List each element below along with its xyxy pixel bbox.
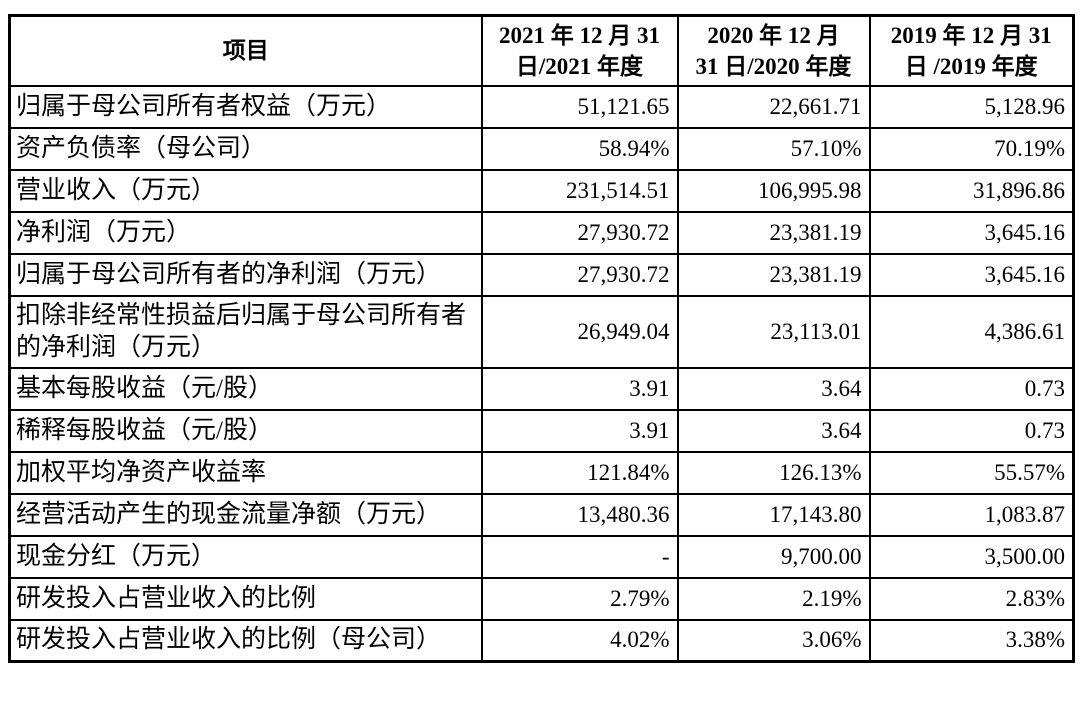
table-row: 扣除非经常性损益后归属于母公司所有者的净利润（万元） 26,949.04 23,… <box>8 294 1075 369</box>
value-2021: - <box>480 534 679 579</box>
table-row: 归属于母公司所有者的净利润（万元） 27,930.72 23,381.19 3,… <box>8 252 1075 297</box>
header-period-2020: 2020 年 12 月 31 日/2020 年度 <box>676 14 871 87</box>
value-2020: 23,381.19 <box>676 210 871 255</box>
table-row: 研发投入占营业收入的比例（母公司） 4.02% 3.06% 3.38% <box>8 618 1075 663</box>
table-row: 现金分红（万元） - 9,700.00 3,500.00 <box>8 534 1075 579</box>
row-label: 归属于母公司所有者权益（万元） <box>8 84 483 129</box>
table-row: 营业收入（万元） 231,514.51 106,995.98 31,896.86 <box>8 168 1075 213</box>
row-label: 现金分红（万元） <box>8 534 483 579</box>
value-2021: 27,930.72 <box>480 210 679 255</box>
value-2021: 3.91 <box>480 408 679 453</box>
table-row: 归属于母公司所有者权益（万元） 51,121.65 22,661.71 5,12… <box>8 84 1075 129</box>
value-2021: 26,949.04 <box>480 294 679 369</box>
value-2020: 3.06% <box>676 618 871 663</box>
value-2019: 3,645.16 <box>868 252 1075 297</box>
row-label: 研发投入占营业收入的比例 <box>8 576 483 621</box>
value-2021: 51,121.65 <box>480 84 679 129</box>
row-label: 归属于母公司所有者的净利润（万元） <box>8 252 483 297</box>
value-2020: 3.64 <box>676 366 871 411</box>
value-2019: 70.19% <box>868 126 1075 171</box>
value-2020: 106,995.98 <box>676 168 871 213</box>
row-label: 加权平均净资产收益率 <box>8 450 483 495</box>
value-2019: 55.57% <box>868 450 1075 495</box>
value-2019: 0.73 <box>868 366 1075 411</box>
value-2020: 22,661.71 <box>676 84 871 129</box>
value-2019: 2.83% <box>868 576 1075 621</box>
value-2021: 121.84% <box>480 450 679 495</box>
table-body: 归属于母公司所有者权益（万元） 51,121.65 22,661.71 5,12… <box>8 84 1075 663</box>
row-label: 稀释每股收益（元/股） <box>8 408 483 453</box>
value-2020: 126.13% <box>676 450 871 495</box>
row-label: 基本每股收益（元/股） <box>8 366 483 411</box>
header-row: 项目 2021 年 12 月 31 日/2021 年度 2020 年 12 月 … <box>8 14 1075 87</box>
table-row: 资产负债率（母公司） 58.94% 57.10% 70.19% <box>8 126 1075 171</box>
value-2019: 3,645.16 <box>868 210 1075 255</box>
header-item: 项目 <box>8 14 483 87</box>
value-2020: 9,700.00 <box>676 534 871 579</box>
header-period-2019: 2019 年 12 月 31 日 /2019 年度 <box>868 14 1075 87</box>
value-2021: 2.79% <box>480 576 679 621</box>
value-2020: 23,381.19 <box>676 252 871 297</box>
row-label: 营业收入（万元） <box>8 168 483 213</box>
value-2019: 3.38% <box>868 618 1075 663</box>
value-2021: 27,930.72 <box>480 252 679 297</box>
value-2019: 1,083.87 <box>868 492 1075 537</box>
value-2019: 5,128.96 <box>868 84 1075 129</box>
header-period-2021: 2021 年 12 月 31 日/2021 年度 <box>480 14 679 87</box>
table-row: 加权平均净资产收益率 121.84% 126.13% 55.57% <box>8 450 1075 495</box>
value-2021: 231,514.51 <box>480 168 679 213</box>
value-2020: 17,143.80 <box>676 492 871 537</box>
row-label: 扣除非经常性损益后归属于母公司所有者的净利润（万元） <box>8 294 483 369</box>
row-label: 研发投入占营业收入的比例（母公司） <box>8 618 483 663</box>
value-2020: 2.19% <box>676 576 871 621</box>
value-2019: 3,500.00 <box>868 534 1075 579</box>
table-row: 稀释每股收益（元/股） 3.91 3.64 0.73 <box>8 408 1075 453</box>
table-row: 研发投入占营业收入的比例 2.79% 2.19% 2.83% <box>8 576 1075 621</box>
value-2020: 3.64 <box>676 408 871 453</box>
value-2020: 23,113.01 <box>676 294 871 369</box>
value-2021: 13,480.36 <box>480 492 679 537</box>
financial-summary-table: 项目 2021 年 12 月 31 日/2021 年度 2020 年 12 月 … <box>8 14 1075 663</box>
table-row: 经营活动产生的现金流量净额（万元） 13,480.36 17,143.80 1,… <box>8 492 1075 537</box>
row-label: 资产负债率（母公司） <box>8 126 483 171</box>
row-label: 净利润（万元） <box>8 210 483 255</box>
value-2020: 57.10% <box>676 126 871 171</box>
table-header: 项目 2021 年 12 月 31 日/2021 年度 2020 年 12 月 … <box>8 14 1075 87</box>
value-2019: 31,896.86 <box>868 168 1075 213</box>
value-2019: 4,386.61 <box>868 294 1075 369</box>
table-row: 净利润（万元） 27,930.72 23,381.19 3,645.16 <box>8 210 1075 255</box>
row-label: 经营活动产生的现金流量净额（万元） <box>8 492 483 537</box>
value-2021: 3.91 <box>480 366 679 411</box>
value-2021: 58.94% <box>480 126 679 171</box>
value-2019: 0.73 <box>868 408 1075 453</box>
value-2021: 4.02% <box>480 618 679 663</box>
table-row: 基本每股收益（元/股） 3.91 3.64 0.73 <box>8 366 1075 411</box>
